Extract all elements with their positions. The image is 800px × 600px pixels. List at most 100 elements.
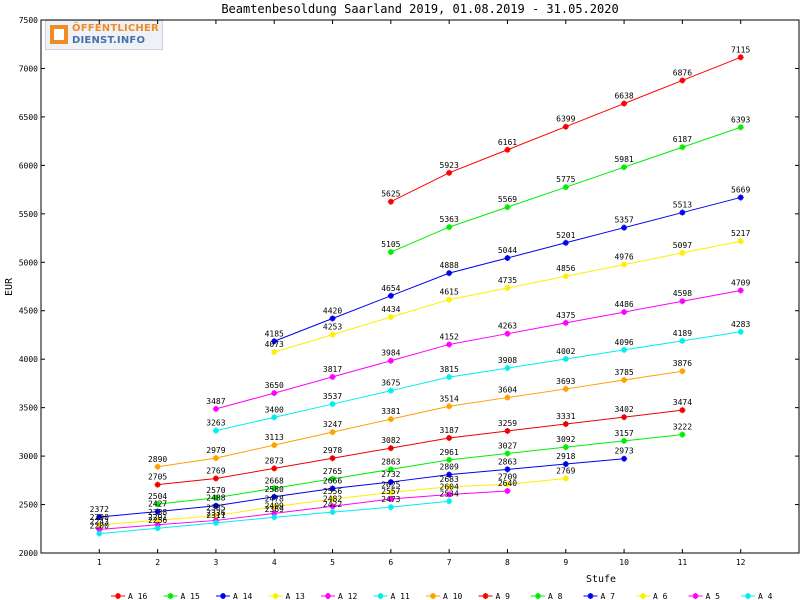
- data-label-a-12: 4152: [440, 332, 459, 341]
- data-point-a-5: [96, 526, 103, 533]
- data-point-a-16: [679, 77, 686, 84]
- series-a-16: [387, 54, 744, 205]
- data-point-a-7: [562, 461, 569, 468]
- legend-label-a-6: A_6: [653, 592, 668, 600]
- legend-marker-a-16: [115, 593, 121, 599]
- data-point-a-7: [329, 485, 336, 492]
- plot-area-frame: [40, 19, 800, 554]
- data-point-a-16: [504, 146, 511, 153]
- data-label-a-11: 3815: [440, 365, 459, 374]
- data-point-a-7: [271, 493, 278, 500]
- x-tick-label: 6: [388, 558, 393, 567]
- data-label-a-4: 2473: [381, 495, 400, 504]
- data-label-a-9: 3082: [381, 436, 400, 445]
- series-line-a-9: [157, 409, 683, 486]
- data-label-a-16: 6638: [614, 92, 633, 101]
- data-point-a-8: [387, 466, 394, 473]
- data-label-a-13: 4073: [265, 340, 284, 349]
- chart-axes: 2000 2500 3000 3500 4000 4500 5000 5500 6000 6500…: [19, 16, 800, 567]
- data-label-a-12: 3650: [265, 381, 284, 390]
- legend-label-a-9: A_9: [496, 592, 511, 600]
- legend-label-a-14: A_14: [233, 592, 252, 600]
- data-label-a-6: 2769: [556, 466, 575, 475]
- data-label-a-7: 2973: [614, 447, 633, 456]
- data-label-a-9: 2978: [323, 446, 342, 455]
- legend-label-a-4: A_4: [758, 592, 773, 600]
- data-point-a-10: [621, 377, 628, 384]
- data-label-a-7: 2666: [323, 476, 342, 485]
- data-point-a-7: [387, 479, 394, 486]
- data-label-a-14: 4420: [323, 306, 342, 315]
- data-label-a-15: 5363: [440, 215, 459, 224]
- data-point-a-14: [329, 315, 336, 322]
- data-point-a-11: [504, 365, 511, 372]
- data-label-a-9: 2705: [148, 473, 167, 482]
- data-label-a-11: 3400: [265, 405, 284, 414]
- data-point-a-10: [562, 385, 569, 392]
- data-point-a-13: [387, 314, 394, 321]
- data-label-a-15: 6187: [673, 135, 692, 144]
- data-point-a-6: [154, 517, 161, 524]
- series-a-14: [271, 194, 744, 345]
- data-label-a-9: 3259: [498, 419, 517, 428]
- data-label-a-10: 3604: [498, 386, 517, 395]
- data-point-a-5: [387, 496, 394, 503]
- data-point-a-8: [154, 501, 161, 508]
- data-label-a-9: 3474: [673, 398, 692, 407]
- data-label-a-5: 2409: [265, 501, 284, 510]
- legend-marker-a-12: [325, 593, 331, 599]
- data-point-a-16: [562, 123, 569, 130]
- data-point-a-8: [446, 456, 453, 463]
- data-point-a-9: [504, 427, 511, 434]
- data-point-a-12: [271, 390, 278, 397]
- data-label-a-6: 2625: [381, 480, 400, 489]
- legend-marker-a-9: [482, 593, 489, 599]
- data-label-a-7: 2918: [556, 452, 575, 461]
- data-point-a-7: [446, 471, 453, 478]
- x-tick-label: 12: [736, 558, 746, 567]
- data-label-a-14: 5513: [673, 201, 692, 210]
- data-point-a-8: [212, 494, 219, 501]
- data-label-a-11: 3908: [498, 356, 517, 365]
- data-label-a-7: 2580: [265, 485, 284, 494]
- data-point-a-12: [329, 373, 336, 380]
- data-label-a-10: 3785: [614, 368, 633, 377]
- data-point-a-6: [387, 489, 394, 496]
- data-label-a-6: 2338: [148, 508, 167, 517]
- legend-marker-a-15: [167, 593, 174, 599]
- data-label-a-7: 2427: [148, 500, 167, 509]
- data-point-a-15: [562, 184, 569, 191]
- data-label-a-12: 3817: [323, 365, 342, 374]
- data-point-a-13: [446, 296, 453, 303]
- legend-label-a-8: A_8: [548, 592, 563, 600]
- legend-label-a-7: A_7: [601, 592, 616, 600]
- data-point-a-4: [446, 498, 453, 505]
- legend-label-a-16: A_16: [128, 592, 147, 600]
- data-label-a-15: 5569: [498, 195, 517, 204]
- data-label-a-10: 3876: [673, 359, 692, 368]
- data-point-a-7: [96, 513, 103, 520]
- data-label-a-13: 5217: [731, 229, 750, 238]
- data-point-a-12: [446, 341, 453, 348]
- data-label-a-6: 2385: [206, 504, 225, 513]
- x-tick-label: 9: [563, 558, 568, 567]
- data-point-a-6: [562, 475, 569, 482]
- data-label-a-16: 7115: [731, 45, 750, 54]
- data-point-a-14: [737, 194, 744, 201]
- data-label-a-12: 4486: [614, 300, 633, 309]
- data-label-a-8: 2863: [381, 457, 400, 466]
- data-point-a-9: [212, 475, 219, 482]
- data-label-a-16: 6399: [556, 115, 575, 124]
- data-point-a-9: [679, 407, 686, 414]
- data-point-a-11: [679, 337, 686, 344]
- data-label-a-11: 4002: [556, 347, 575, 356]
- y-tick-label: 5500: [19, 210, 38, 219]
- data-label-a-10: 2979: [206, 446, 225, 455]
- data-label-a-5: 2482: [323, 494, 342, 503]
- data-point-a-9: [446, 434, 453, 441]
- legend-label-a-15: A_15: [181, 592, 200, 600]
- data-label-a-14: 5669: [731, 185, 750, 194]
- data-label-a-13: 4976: [614, 253, 633, 262]
- series-line-a-10: [157, 370, 683, 468]
- data-label-a-12: 3984: [381, 349, 400, 358]
